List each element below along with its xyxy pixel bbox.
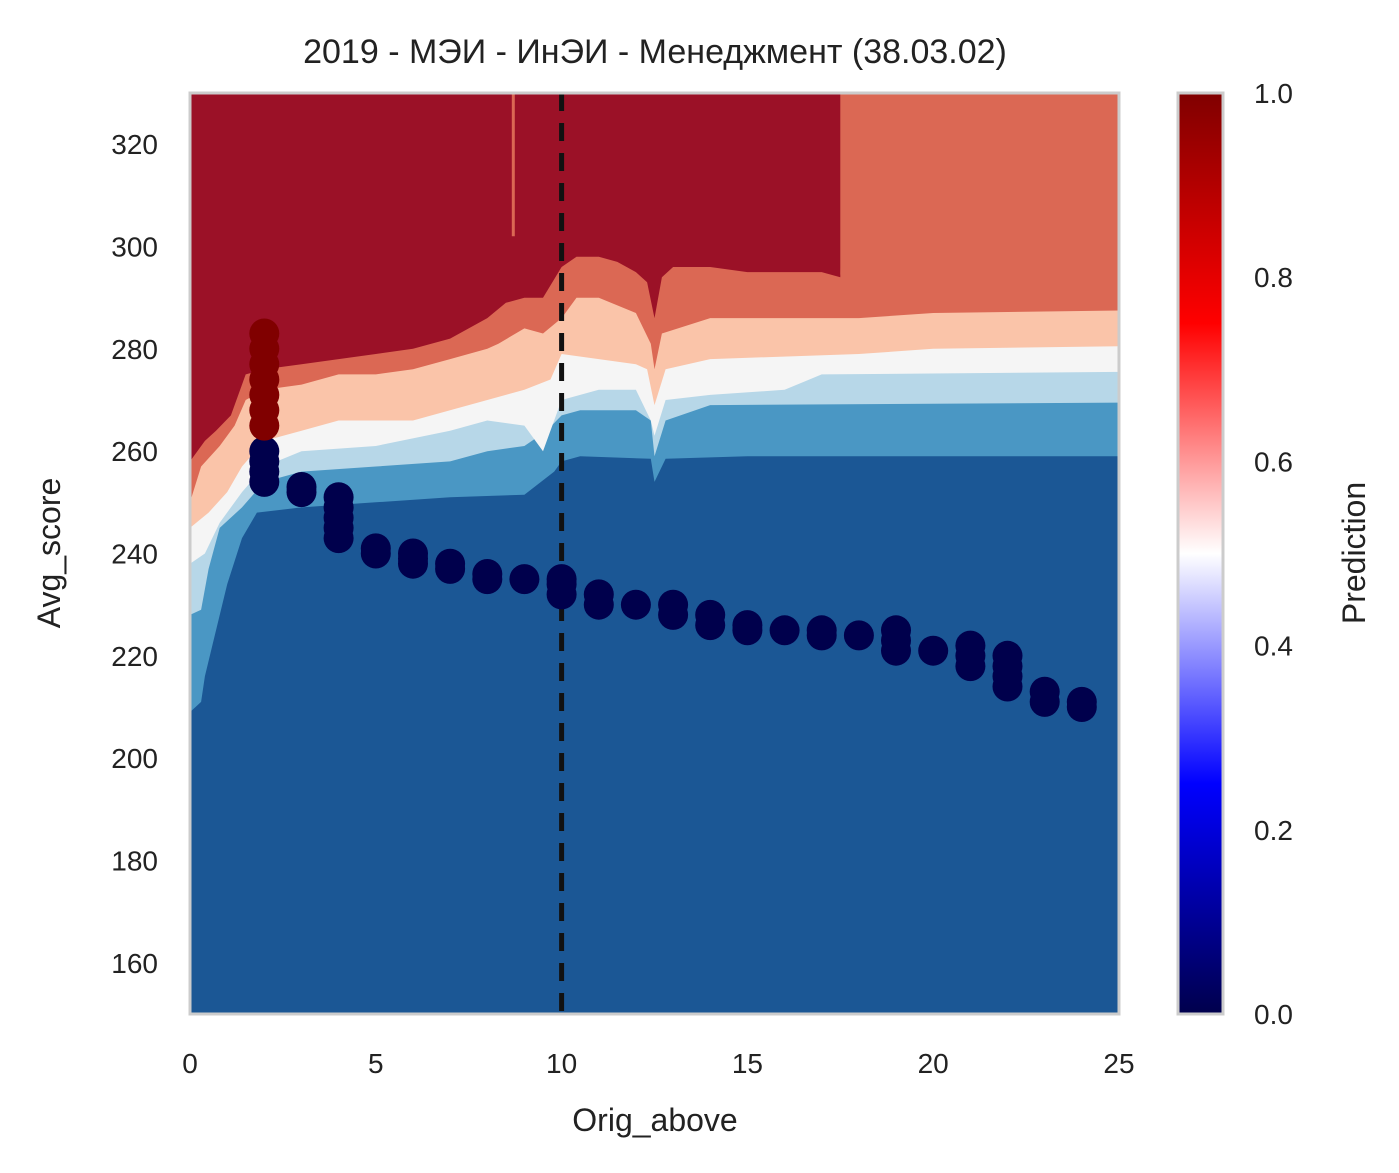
colorbar-tick-label: 0.4 xyxy=(1254,631,1293,662)
point-negative xyxy=(583,579,614,610)
y-tick-label: 320 xyxy=(111,129,158,160)
colorbar xyxy=(1176,91,1225,1016)
y-tick-label: 300 xyxy=(111,232,158,263)
x-tick-label: 25 xyxy=(1103,1048,1134,1079)
point-negative xyxy=(323,482,354,513)
point-negative xyxy=(918,635,949,666)
colorbar-tick-label: 0.0 xyxy=(1254,999,1293,1030)
point-negative xyxy=(695,599,726,630)
contour-band-5-right xyxy=(840,93,1119,275)
point-negative xyxy=(881,615,911,646)
point-negative xyxy=(843,620,874,651)
point-negative xyxy=(658,589,689,620)
x-tick-label: 15 xyxy=(732,1048,763,1079)
point-negative xyxy=(509,564,540,595)
chart-title: 2019 - МЭИ - ИнЭИ - Менеджмент (38.03.02… xyxy=(303,33,1007,71)
x-axis-ticks: 0 5 10 15 20 25 xyxy=(182,1048,1134,1079)
x-tick-label: 0 xyxy=(182,1048,198,1079)
point-positive xyxy=(249,318,280,349)
colorbar-tick-label: 0.8 xyxy=(1254,262,1293,293)
y-tick-label: 260 xyxy=(111,436,158,467)
x-tick-label: 20 xyxy=(918,1048,949,1079)
y-tick-label: 240 xyxy=(111,539,158,570)
contour-band-6 xyxy=(190,93,1119,462)
y-tick-label: 180 xyxy=(111,846,158,877)
y-tick-label: 280 xyxy=(111,334,158,365)
point-negative xyxy=(620,589,651,620)
point-negative xyxy=(1029,676,1060,707)
point-negative xyxy=(398,538,428,569)
y-tick-label: 200 xyxy=(111,743,158,774)
point-negative xyxy=(249,436,280,467)
colorbar-tick-label: 0.6 xyxy=(1254,446,1293,477)
point-negative xyxy=(472,559,503,589)
y-tick-label: 160 xyxy=(111,948,158,979)
x-tick-label: 5 xyxy=(368,1048,384,1079)
point-negative xyxy=(992,640,1023,671)
point-negative xyxy=(732,610,763,641)
y-tick-label: 220 xyxy=(111,641,158,672)
point-negative xyxy=(806,615,837,646)
x-axis-label: Orig_above xyxy=(572,1102,737,1138)
plot-area xyxy=(190,93,1119,1014)
point-negative xyxy=(360,533,391,564)
point-negative xyxy=(435,548,466,579)
point-negative xyxy=(1066,686,1097,717)
x-tick-label: 10 xyxy=(546,1048,577,1079)
colorbar-tick-label: 0.2 xyxy=(1254,815,1293,846)
point-negative xyxy=(286,472,317,502)
plot-frame xyxy=(188,91,1121,1016)
contour-fill xyxy=(190,93,1119,1014)
colorbar-label: Prediction xyxy=(1336,482,1372,624)
data-points xyxy=(249,318,1097,722)
point-negative xyxy=(769,615,800,646)
y-axis-ticks: 160 180 200 220 240 260 280 300 320 xyxy=(111,129,158,979)
colorbar-ticks: 0.0 0.2 0.4 0.6 0.8 1.0 xyxy=(1254,78,1293,1030)
point-negative xyxy=(955,630,986,661)
colorbar-tick-label: 1.0 xyxy=(1254,78,1293,109)
y-axis-label: Avg_score xyxy=(31,478,67,629)
point-negative xyxy=(546,564,577,595)
